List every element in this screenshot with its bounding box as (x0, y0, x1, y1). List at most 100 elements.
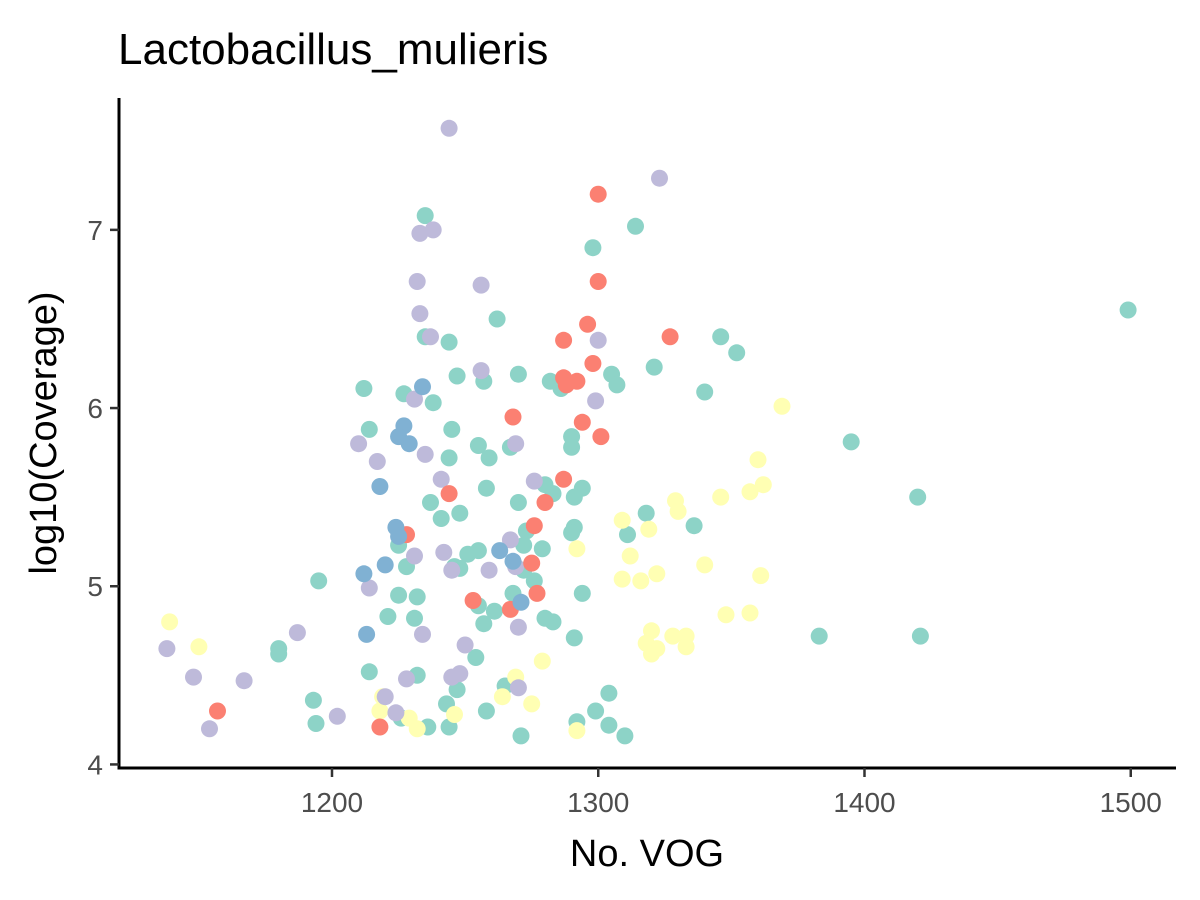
data-point (677, 638, 695, 656)
data-point (621, 547, 639, 565)
chart-title: Lactobacillus_mulieris (118, 25, 548, 74)
data-point (328, 707, 346, 725)
data-point (446, 706, 463, 723)
data-point (371, 702, 389, 720)
data-point (185, 668, 202, 686)
data-point (307, 715, 325, 732)
data-point (464, 592, 482, 609)
data-point (640, 520, 658, 538)
data-point (536, 609, 554, 627)
data-point (368, 453, 386, 470)
data-point (619, 526, 636, 544)
data-point (555, 470, 573, 488)
data-point (533, 540, 551, 558)
data-point (568, 722, 586, 740)
data-point (432, 510, 450, 527)
data-point (608, 376, 626, 394)
data-point (600, 716, 618, 734)
data-point (406, 547, 423, 565)
data-point (728, 344, 746, 362)
data-point (509, 618, 527, 636)
data-point (613, 511, 631, 529)
data-point (523, 554, 541, 572)
data-point (741, 604, 759, 622)
data-point (379, 608, 397, 625)
data-point (440, 119, 458, 137)
data-point (201, 720, 218, 738)
data-point (416, 207, 434, 225)
data-point (563, 524, 581, 542)
data-point (469, 542, 487, 560)
data-point (632, 572, 650, 590)
x-tick-label: 1400 (833, 787, 895, 818)
data-point (637, 504, 655, 522)
data-point (440, 449, 458, 467)
data-point (443, 668, 461, 686)
data-point (509, 679, 527, 697)
data-point (358, 625, 376, 643)
data-point (810, 627, 828, 645)
data-point (304, 691, 322, 709)
data-point (589, 331, 607, 349)
data-point (440, 333, 458, 351)
data-point (512, 593, 530, 611)
data-point (589, 185, 607, 203)
data-point (408, 273, 426, 290)
data-point (360, 663, 378, 681)
data-point (587, 392, 605, 410)
data-point (587, 702, 605, 720)
data-point (685, 517, 703, 535)
data-point (451, 504, 469, 522)
data-point (696, 556, 714, 574)
data-point (563, 438, 581, 456)
data-point (158, 640, 176, 658)
data-point (416, 445, 434, 463)
data-point (398, 670, 415, 688)
data-point (360, 579, 378, 597)
data-point (523, 695, 541, 713)
data-point (616, 727, 634, 745)
data-point (190, 638, 208, 656)
data-point (406, 390, 423, 408)
data-point (469, 437, 487, 454)
data-point (525, 472, 543, 490)
data-point (754, 476, 772, 494)
data-point (536, 494, 554, 511)
data-point (480, 449, 498, 467)
data-point (909, 488, 927, 506)
data-point (579, 315, 597, 333)
y-tick-label: 6 (87, 393, 103, 424)
data-point (376, 556, 394, 574)
data-point (411, 305, 429, 323)
data-point (661, 328, 679, 346)
data-point (512, 727, 530, 745)
data-point (355, 565, 373, 583)
data-point (507, 435, 525, 453)
data-point (842, 433, 860, 451)
data-point (411, 224, 429, 242)
x-tick-label: 1300 (567, 787, 629, 818)
data-point (400, 435, 418, 453)
data-point (414, 378, 431, 396)
data-point (376, 688, 394, 706)
x-tick-label: 1500 (1100, 787, 1162, 818)
data-point (472, 362, 490, 380)
data-point (390, 527, 408, 545)
data-point (509, 365, 527, 383)
ticks-layer: 1200 1300 1400 1500 4 5 6 7 (87, 215, 1161, 818)
data-point (696, 383, 714, 401)
data-point (387, 704, 405, 722)
data-point (643, 645, 660, 663)
data-point (555, 331, 573, 349)
data-point (485, 602, 503, 620)
data-point (911, 627, 929, 645)
data-point (589, 273, 607, 290)
y-tick-label: 5 (87, 571, 103, 602)
data-point (493, 688, 511, 706)
data-point (408, 588, 426, 606)
data-point (414, 625, 431, 643)
data-point (712, 328, 730, 346)
data-point (422, 494, 439, 511)
data-point (533, 652, 551, 670)
